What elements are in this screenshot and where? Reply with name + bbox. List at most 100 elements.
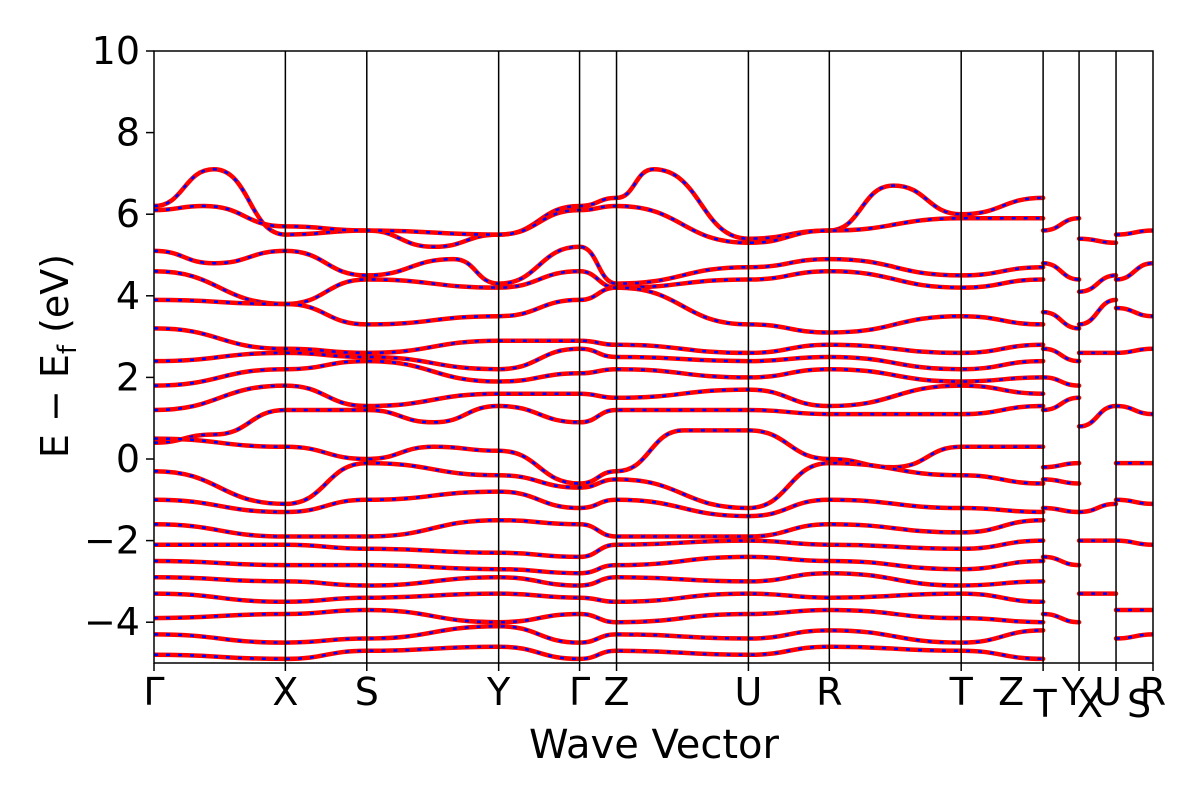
- x-axis-label: Wave Vector: [529, 722, 780, 768]
- band-line-red-41: [1113, 260, 1153, 282]
- band-line-red-42: [1113, 305, 1153, 319]
- band-line-red-22: [1040, 260, 1082, 282]
- band-line-red-33: [1076, 273, 1119, 294]
- x-axis: Γ X S Y Γ Z U R T Z T YXU SR: [143, 663, 1166, 726]
- band-line-red-40: [1113, 228, 1153, 237]
- x-tick-label: X: [1077, 682, 1103, 726]
- band-line-red-26: [1040, 395, 1082, 413]
- x-tick-label: R: [1140, 670, 1166, 714]
- band-line-red-37: [1076, 501, 1119, 515]
- y-tick-label: 10: [92, 29, 140, 73]
- x-tick-label: S: [355, 670, 379, 714]
- band-line-red-49: [1113, 632, 1153, 641]
- band-line-red-4: [154, 285, 1046, 335]
- band-line-red-31: [1040, 611, 1082, 625]
- x-tick-label: T: [949, 670, 974, 714]
- x-tick-label: S: [1127, 682, 1151, 726]
- band-line-blue-7: [154, 359, 1044, 387]
- x-tick-label: X: [272, 670, 298, 714]
- band-line-blue-47: [1115, 539, 1153, 546]
- band-line-red-29: [1040, 505, 1082, 515]
- x-tick-label: Γ: [569, 670, 590, 714]
- x-tick-label: U: [734, 670, 762, 714]
- band-line-red-1: [154, 203, 1046, 246]
- band-line-red-24: [1040, 346, 1082, 364]
- y-tick-label: −2: [84, 519, 140, 563]
- band-line-blue-40: [1115, 229, 1153, 236]
- band-line-red-25: [1040, 375, 1082, 388]
- x-tick-label: Y: [1060, 670, 1085, 714]
- band-line-red-36: [1076, 403, 1119, 429]
- y-axis-label-group: E − Ef(eV): [33, 254, 83, 458]
- band-line-blue-12: [154, 490, 1044, 518]
- band-line-blue-16: [154, 571, 1044, 587]
- band-line-blue-25: [1043, 376, 1080, 387]
- band-line-blue-9: [154, 404, 1044, 444]
- band-line-blue-21: [1043, 217, 1080, 232]
- y-axis: −4 −2 0 2 4 6 8 10: [84, 29, 154, 644]
- band-line-blue-41: [1115, 261, 1153, 281]
- band-line-red-21: [1040, 216, 1082, 233]
- band-line-red-47: [1113, 538, 1153, 547]
- band-line-blue-5: [154, 327, 1044, 355]
- x-tick-label: Z: [998, 670, 1024, 714]
- band-line-blue-36: [1078, 404, 1117, 428]
- band-line-blue-31: [1043, 612, 1080, 624]
- kpoint-lines-layer: [284, 51, 1117, 663]
- band-line-blue-33: [1079, 274, 1117, 293]
- x-tick-label: Z: [604, 670, 630, 714]
- plot-frame: [153, 50, 1154, 664]
- band-line-blue-42: [1115, 306, 1153, 318]
- band-line-blue-4: [154, 286, 1044, 334]
- y-tick-label: 4: [116, 274, 140, 318]
- band-line-blue-20: [154, 645, 1044, 661]
- band-line-red-19: [154, 624, 1046, 645]
- band-line-red-16: [154, 570, 1046, 588]
- band-line-blue-26: [1043, 396, 1080, 412]
- band-line-blue-17: [154, 592, 1044, 604]
- band-line-blue-49: [1115, 633, 1153, 640]
- band-line-red-23: [1040, 309, 1082, 331]
- band-line-blue-30: [1043, 555, 1080, 567]
- x-tick-label: Γ: [143, 670, 164, 714]
- y-axis-label: E − Ef(eV): [33, 254, 83, 458]
- band-line-blue-18: [154, 608, 1044, 624]
- band-line-blue-46: [1115, 498, 1153, 506]
- band-line-blue-15: [154, 555, 1044, 575]
- band-line-red-10: [154, 428, 1046, 486]
- band-line-blue-44: [1115, 404, 1153, 416]
- band-line-red-43: [1113, 346, 1153, 356]
- band-line-red-28: [1040, 477, 1082, 486]
- x-tick-label: T: [1032, 682, 1057, 726]
- band-line-blue-23: [1043, 310, 1080, 330]
- x-tick-label: Y: [486, 670, 511, 714]
- band-line-red-9: [154, 403, 1046, 445]
- y-tick-label: 2: [116, 355, 140, 399]
- band-line-red-32: [1076, 236, 1119, 246]
- y-tick-label: 8: [116, 111, 140, 155]
- band-line-blue-13: [154, 518, 1044, 538]
- band-line-blue-19: [154, 625, 1044, 644]
- band-line-blue-24: [1043, 347, 1080, 363]
- band-line-red-30: [1040, 554, 1082, 568]
- band-line-blue-28: [1043, 478, 1080, 485]
- band-line-blue-6: [154, 347, 1044, 371]
- x-tick-label: U: [1094, 670, 1122, 714]
- bands-layer: [154, 167, 1153, 662]
- band-line-blue-11: [154, 461, 1044, 510]
- band-line-blue-22: [1043, 261, 1080, 281]
- band-line-blue-32: [1079, 237, 1117, 245]
- band-line-red-34: [1076, 297, 1119, 327]
- x-tick-label: R: [816, 670, 842, 714]
- band-line-blue-27: [1043, 461, 1080, 469]
- y-tick-label: −4: [84, 600, 140, 644]
- band-line-red-13: [154, 517, 1046, 539]
- y-tick-label: 0: [116, 437, 140, 481]
- band-line-blue-14: [154, 539, 1044, 559]
- band-line-red-3: [154, 269, 1046, 307]
- band-line-blue-3: [154, 270, 1044, 306]
- band-line-blue-43: [1115, 347, 1153, 355]
- band-line-red-44: [1113, 403, 1153, 417]
- band-line-red-27: [1040, 460, 1082, 470]
